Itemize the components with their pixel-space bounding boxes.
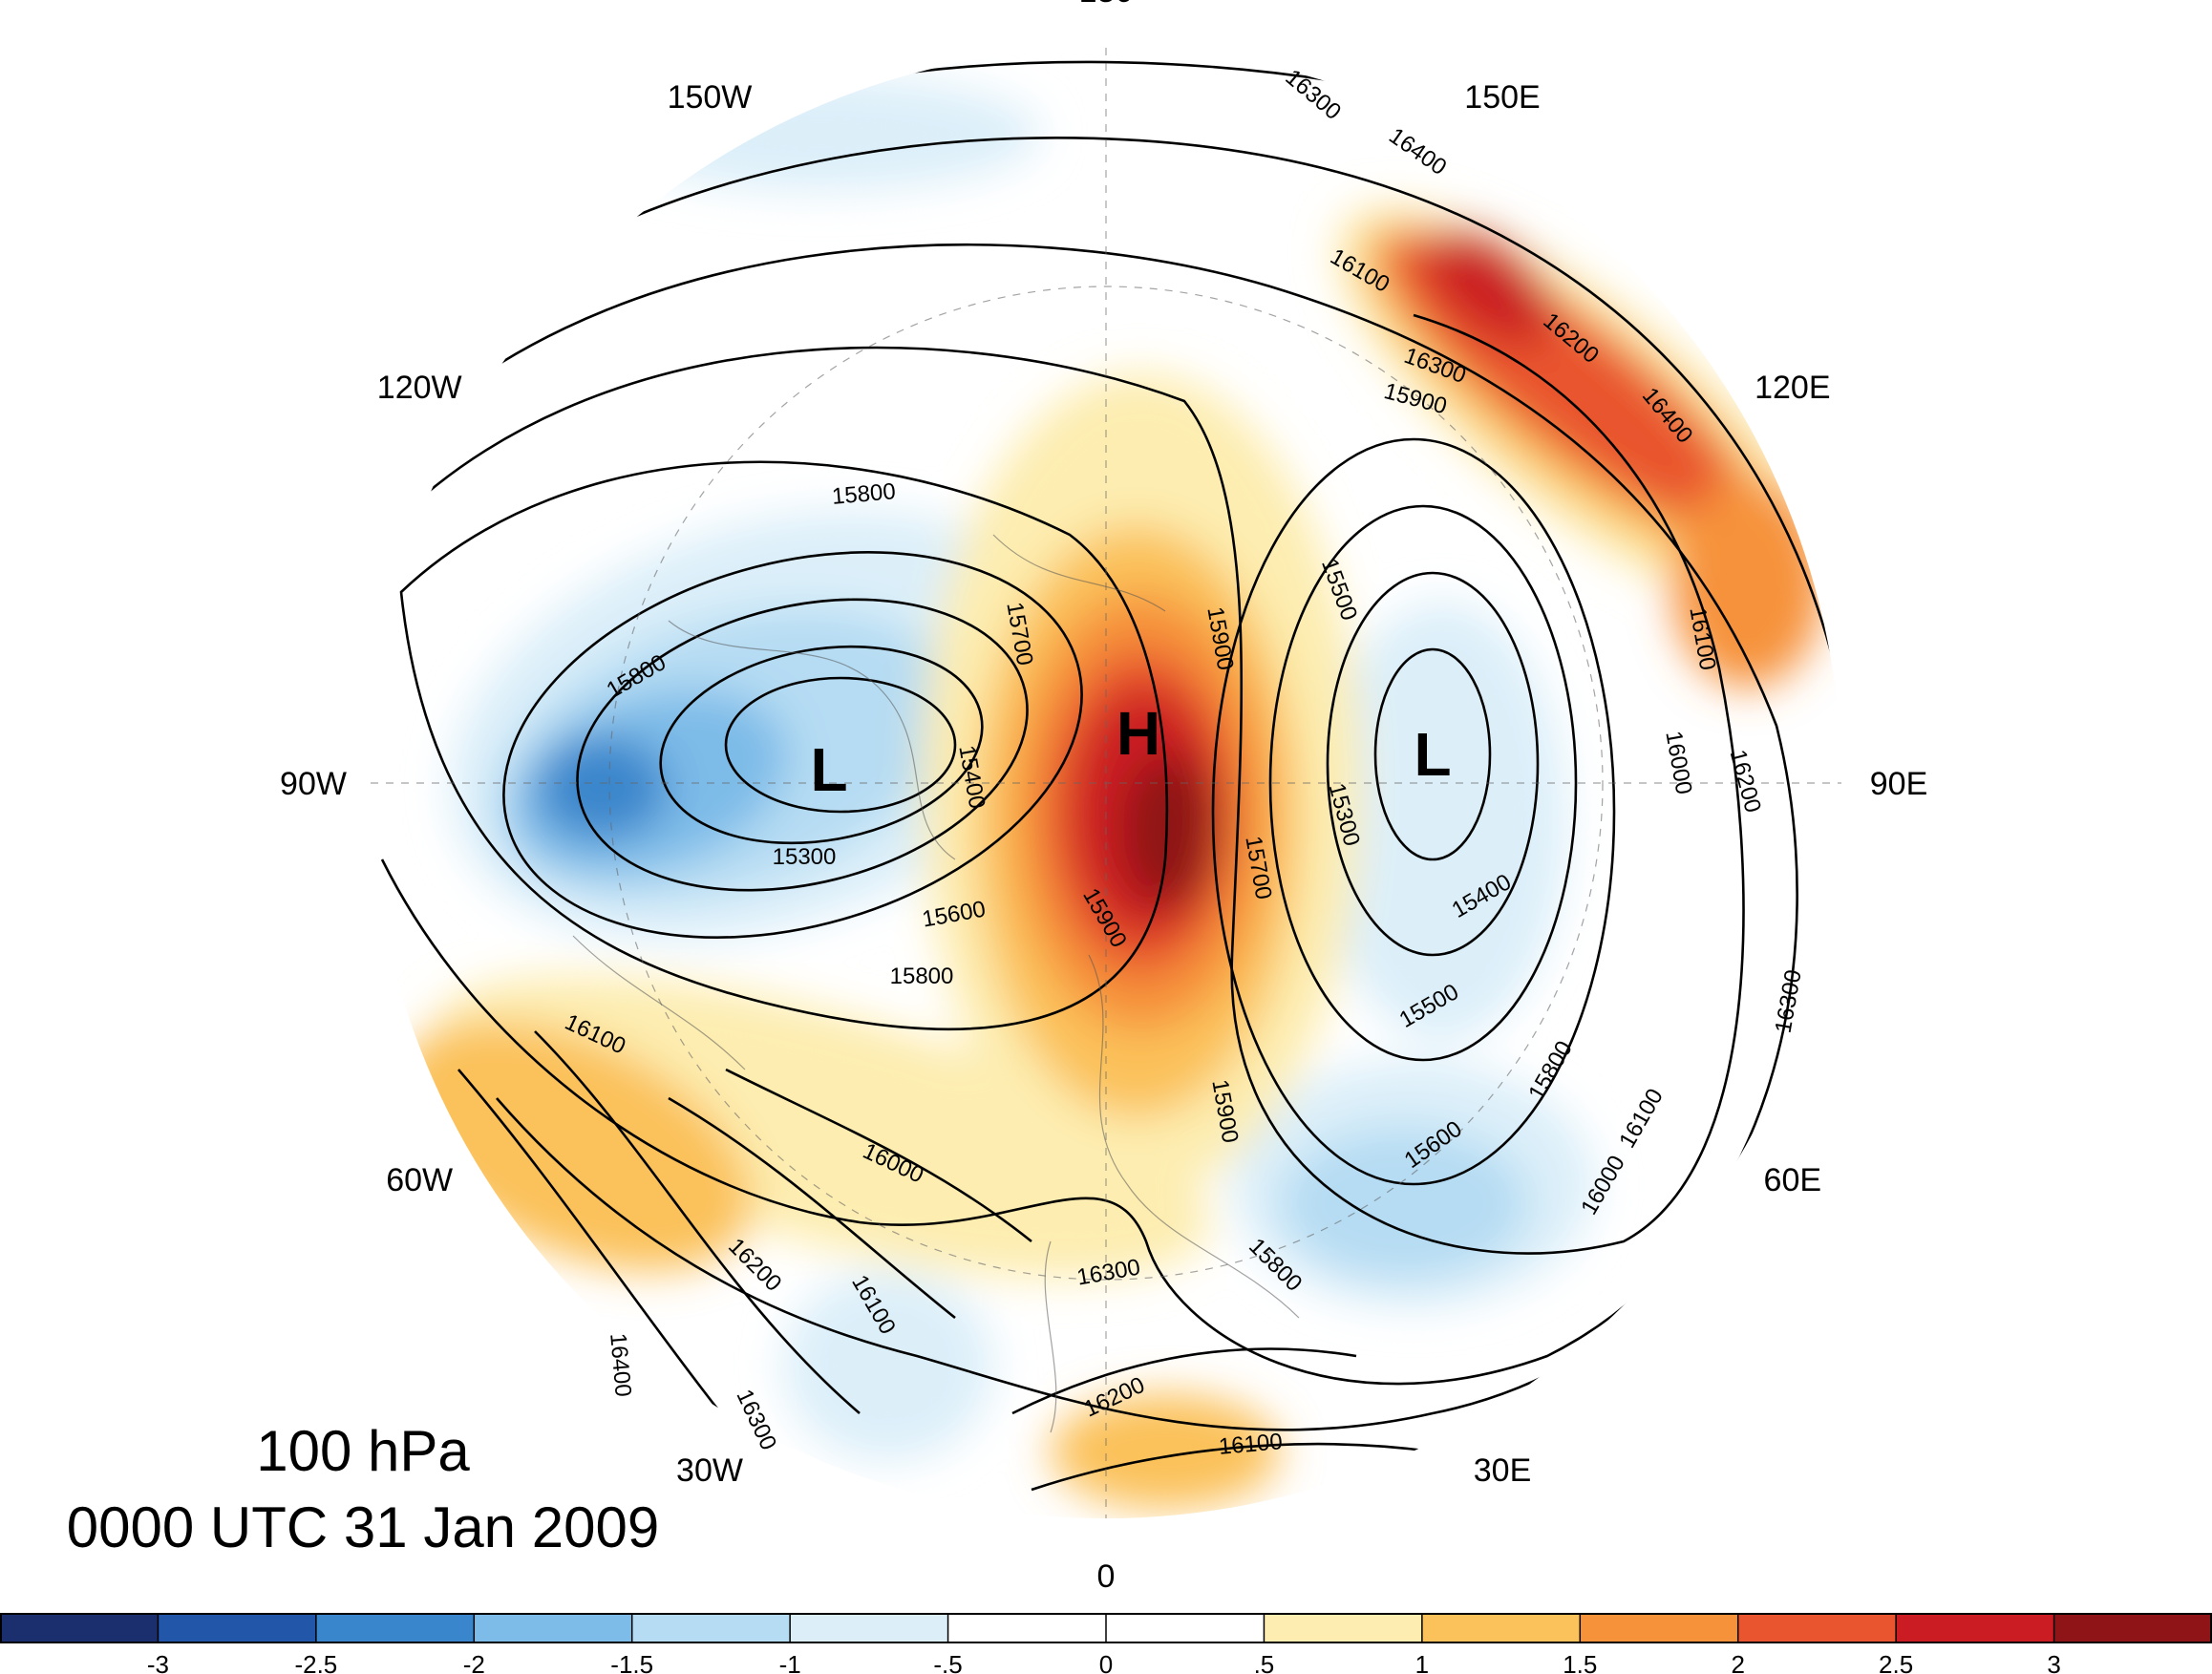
valid-time-label: 0000 UTC 31 Jan 2009 (67, 1495, 659, 1559)
colorbar-segment (1896, 1614, 2055, 1642)
longitude-label: 90E (1870, 766, 1928, 802)
contour-height-label: 16100 (1218, 1429, 1284, 1460)
longitude-label: 30W (676, 1452, 743, 1489)
longitude-label: 60W (386, 1162, 453, 1198)
longitude-label: 30E (1474, 1452, 1532, 1489)
colorbar-segment (1421, 1614, 1581, 1642)
longitude-label: 150W (668, 79, 753, 116)
contour-height-label: 15800 (831, 478, 897, 510)
contour-height-label: 16400 (605, 1332, 636, 1398)
longitude-labels: 180 150E 120E 90E 60E 30E 0 30W 60W 90W 120W 150W (280, 0, 1927, 1595)
colorbar-segment (1264, 1614, 1423, 1642)
coastlines (572, 534, 1300, 1433)
colorbar-segment (0, 1614, 159, 1642)
graticule (371, 48, 1841, 1518)
colorbar-segment (2053, 1614, 2212, 1642)
colorbar: -3 -2.5 -2 -1.5 -1 -.5 0 .5 1 1.5 2 2.5 3 (0, 1613, 2212, 1674)
colorbar-segment (474, 1614, 633, 1642)
contour-height-label: 15800 (890, 964, 954, 989)
colorbar-segment (947, 1614, 1107, 1642)
high-pressure-center: H (1117, 699, 1160, 768)
longitude-label: 150E (1464, 79, 1540, 116)
colorbar-tick-label: -.5 (933, 1650, 962, 1674)
longitude-label: 90W (280, 766, 347, 802)
longitude-label: 120W (377, 370, 462, 406)
longitude-label: 120E (1755, 370, 1830, 406)
pressure-centers: LH L (810, 699, 1451, 804)
colorbar-tick-label: 1.5 (1563, 1650, 1597, 1674)
colorbar-segment (1580, 1614, 1739, 1642)
longitude-label: 0 (1097, 1558, 1116, 1595)
colorbar-segment (158, 1614, 317, 1642)
low-pressure-center: L (1414, 720, 1451, 789)
colorbar-segment (315, 1614, 475, 1642)
colorbar-segment (631, 1614, 791, 1642)
longitude-label: 60E (1764, 1162, 1822, 1198)
colorbar-tick-label: -1.5 (610, 1650, 653, 1674)
colorbar-segment (1106, 1614, 1265, 1642)
longitude-label: 180 (1079, 0, 1134, 10)
colorbar-tick-label: -2.5 (294, 1650, 337, 1674)
colorbar-tick-label: 2.5 (1879, 1650, 1913, 1674)
colorbar-tick-label: 1 (1415, 1650, 1429, 1674)
colorbar-tick-label: 3 (2047, 1650, 2060, 1674)
colorbar-tick-label: .5 (1254, 1650, 1275, 1674)
colorbar-tick-label: 2 (1731, 1650, 1744, 1674)
colorbar-segment (790, 1614, 949, 1642)
colorbar-tick-label: 0 (1099, 1650, 1113, 1674)
colorbar-tick-label: -1 (779, 1650, 801, 1674)
colorbar-segment (1737, 1614, 1897, 1642)
colorbar-tick-label: -2 (463, 1650, 485, 1674)
colorbar-tick-label: -3 (147, 1650, 169, 1674)
contour-height-label: 15300 (773, 844, 837, 870)
map-disc (371, 48, 1841, 1518)
pressure-level-label: 100 hPa (256, 1419, 470, 1483)
height-contours (371, 60, 1841, 1492)
low-pressure-center: L (810, 735, 847, 804)
